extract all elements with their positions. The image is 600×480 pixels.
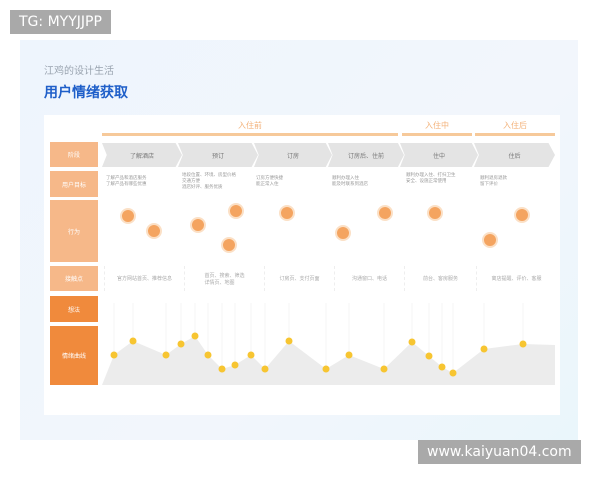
smiley-face-icon [285, 337, 293, 345]
goal-6: 顺利退房退款 留下评价 [480, 176, 507, 187]
step-6: 住后 [474, 143, 555, 167]
smiley-face-icon [110, 351, 118, 359]
touchpoint-1: 官方网站首页、推荐信息 [104, 266, 184, 291]
goal-2: 地段位置、环境、房型价格 交通方便 酒店好评、服务优质 [182, 173, 236, 190]
people-icon [146, 223, 162, 239]
goal-5: 顺利办理入住、打扫卫生 安全、设施正常使用 [406, 173, 456, 184]
row-label-touchpoint: 接触点 [50, 266, 98, 291]
stage-before: 入住前 [102, 120, 398, 136]
smiley-face-icon [322, 365, 330, 373]
touchpoint-4: 沟通窗口、电话 [334, 266, 404, 291]
smiley-face-icon [231, 361, 239, 369]
hotel-icon [221, 237, 237, 253]
row-label-goal: 用户目标 [50, 171, 98, 197]
watermark-top: TG: MYYJJPP [10, 10, 111, 34]
stage-during: 入住中 [402, 120, 472, 136]
emotion-curve [102, 303, 555, 385]
smiley-face-icon [129, 337, 137, 345]
smiley-face-icon [247, 351, 255, 359]
checkout-icon [482, 232, 498, 248]
phone-search-icon [190, 217, 206, 233]
smiley-face-icon [177, 340, 185, 348]
touchpoint-2: 首页、搜索、筛选 详情页、地图 [184, 266, 264, 291]
emotion-area [102, 336, 555, 385]
step-1: 了解酒店 [102, 143, 182, 167]
step-4: 订房后、住前 [328, 143, 404, 167]
touchpoint-5: 前台、客房服务 [404, 266, 476, 291]
smiley-face-icon [519, 340, 527, 348]
smiley-face-icon [218, 365, 226, 373]
touchpoint-3: 订房页、支付页面 [264, 266, 334, 291]
compare-icon [228, 203, 244, 219]
smiley-face-icon [438, 363, 446, 371]
checkin-icon [377, 205, 393, 221]
page-title: 用户情绪获取 [44, 85, 128, 101]
touchpoint-6: 离店提醒、评价、客服 [476, 266, 556, 291]
row-label-thoughts: 想法 [50, 296, 98, 322]
smiley-face-icon [191, 332, 199, 340]
smiley-face-icon [261, 365, 269, 373]
step-5: 住中 [400, 143, 478, 167]
row-label-stage: 阶段 [50, 142, 98, 167]
row-label-emotion: 情绪曲线 [50, 326, 98, 385]
step-2: 预订 [178, 143, 258, 167]
review-icon [514, 207, 530, 223]
browse-icon [120, 208, 136, 224]
order-icon [279, 205, 295, 221]
row-label-behavior: 行为 [50, 200, 98, 262]
goal-4: 顺利办理入住 能及时联系到酒店 [332, 176, 368, 187]
goal-3: 订房方便快捷 能正常入住 [256, 176, 283, 187]
subtitle: 江鸡的设计生活 [44, 66, 114, 77]
smiley-face-icon [162, 351, 170, 359]
journey-map: 阶段 用户目标 行为 接触点 想法 情绪曲线 入住前 入住中 入住后 了解酒店 … [44, 115, 560, 415]
phone-call-icon [335, 225, 351, 241]
smiley-face-icon [480, 345, 488, 353]
smiley-face-icon [449, 369, 457, 377]
smiley-face-icon [408, 338, 416, 346]
step-3: 订房 [254, 143, 332, 167]
smiley-face-icon [380, 365, 388, 373]
stage-after: 入住后 [475, 120, 555, 136]
goal-1: 了解产品和酒店服务 了解产品有哪些优惠 [106, 176, 147, 187]
service-icon [427, 205, 443, 221]
smiley-face-icon [345, 351, 353, 359]
smiley-face-icon [204, 351, 212, 359]
smiley-face-icon [425, 352, 433, 360]
watermark-bottom: www.kaiyuan04.com [418, 440, 581, 464]
